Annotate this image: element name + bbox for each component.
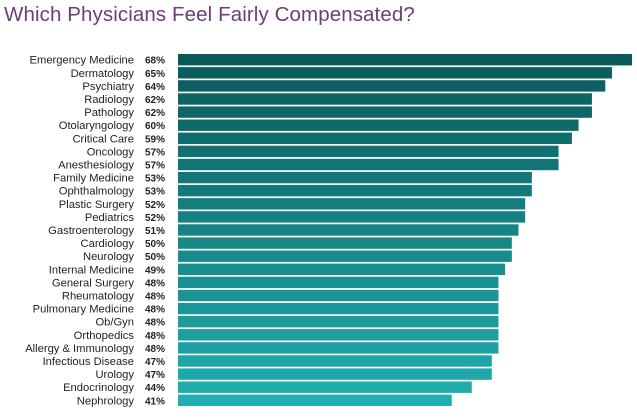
value-labels: 68% 65% 64% 62% 62% 60% 59% 57% 57% 53% 53% 52% 52% 5… [145,56,165,408]
bar-ob-gyn [178,316,499,328]
value-label: 68% [145,56,165,67]
value-label: 48% [145,318,165,329]
value-label: 65% [145,69,165,80]
value-label: 47% [145,370,165,381]
value-label: 47% [145,357,165,368]
category-label: Dermatology [71,68,135,80]
category-labels: Emergency MedicineDermatologyPsychiatryR… [25,55,134,408]
value-label: 48% [145,305,165,316]
value-label: 44% [145,383,165,394]
bar-pulmonary-medicine [178,302,499,315]
category-label: Ob/Gyn [95,317,134,329]
category-label: Orthopedics [74,330,135,342]
bar-psychiatry [178,80,606,92]
bar-neurology [178,250,512,262]
category-label: Oncology [87,146,135,158]
bar-general-surgery [178,276,499,289]
value-label: 41% [145,396,165,407]
value-label: 50% [145,252,165,263]
bar-infectious-disease [178,355,492,367]
value-label: 60% [145,121,165,132]
value-label: 51% [145,226,165,237]
bar-radiology [178,93,592,105]
value-label: 48% [145,331,165,342]
category-label: Nephrology [77,395,135,407]
bar-oncology [178,145,559,158]
category-label: Pediatrics [85,212,135,224]
value-label: 48% [145,344,165,355]
category-label: Plastic Surgery [59,199,135,211]
value-label: 50% [145,239,165,250]
category-label: Pulmonary Medicine [33,304,134,316]
category-label: Emergency Medicine [30,55,134,67]
value-label: 59% [145,134,165,145]
category-label: Gastroenterology [48,225,134,237]
bar-rheumatology [178,289,499,302]
bars-group [178,54,632,406]
category-label: Cardiology [81,238,135,250]
bar-critical-care [178,132,572,144]
category-label: Infectious Disease [43,356,134,368]
bar-anesthesiology [178,158,559,171]
bar-nephrology [178,394,452,406]
value-label: 62% [145,95,165,106]
bar-ophthalmology [178,185,532,197]
bar-otolaryngology [178,119,579,131]
bar-gastroenterology [178,224,519,236]
bar-dermatology [178,67,612,79]
bar-endocrinology [178,381,472,393]
bar-family-medicine [178,171,532,184]
category-label: Urology [95,369,134,381]
category-label: Pathology [84,107,134,119]
category-label: Endocrinology [63,382,134,394]
category-label: Internal Medicine [49,264,134,276]
value-label: 62% [145,108,165,119]
bar-orthopedics [178,329,499,341]
category-label: Radiology [84,94,134,106]
bar-allergy-immunology [178,342,499,354]
value-label: 52% [145,200,165,211]
bar-emergency-medicine [178,54,632,66]
bar-pediatrics [178,211,526,223]
value-label: 57% [145,161,165,172]
value-label: 64% [145,82,165,93]
category-label: Rheumatology [62,291,135,303]
bar-urology [178,368,492,380]
bar-pathology [178,106,592,118]
category-label: Anesthesiology [58,160,134,172]
category-label: General Surgery [52,277,134,289]
value-label: 53% [145,187,165,198]
value-label: 48% [145,278,165,289]
value-label: 57% [145,147,165,158]
value-label: 48% [145,292,165,303]
category-label: Critical Care [72,133,134,145]
category-label: Otolaryngology [59,120,135,132]
category-label: Neurology [83,251,134,263]
value-label: 53% [145,174,165,185]
bar-cardiology [178,237,512,249]
bar-plastic-surgery [178,198,526,210]
category-label: Family Medicine [53,173,134,185]
category-label: Allergy & Immunology [25,343,134,355]
chart-title: Which Physicians Feel Fairly Compensated… [4,3,415,26]
category-label: Ophthalmology [59,186,135,198]
category-label: Psychiatry [82,81,134,93]
value-label: 49% [145,265,165,276]
value-label: 52% [145,213,165,224]
bar-internal-medicine [178,263,506,275]
